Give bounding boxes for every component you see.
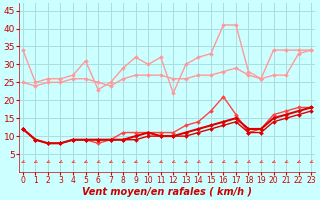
X-axis label: Vent moyen/en rafales ( km/h ): Vent moyen/en rafales ( km/h ) xyxy=(82,187,252,197)
